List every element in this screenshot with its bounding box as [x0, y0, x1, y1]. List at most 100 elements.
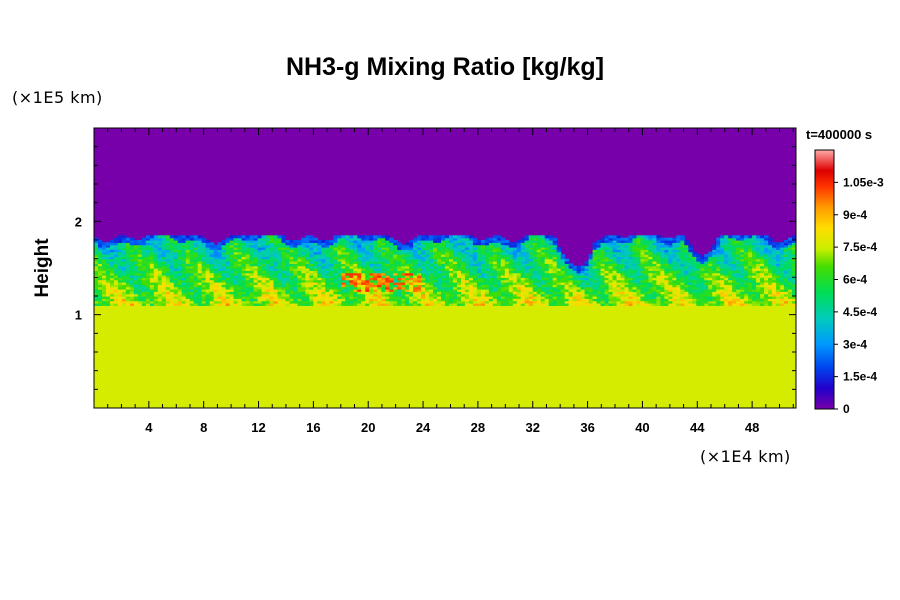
field-cell [285, 296, 291, 299]
field-cell [209, 265, 215, 269]
field-cell [309, 270, 314, 274]
field-cell [748, 275, 753, 278]
field-cell [576, 282, 582, 285]
field-cell [261, 247, 267, 250]
field-cell [301, 261, 306, 264]
field-cell [672, 279, 677, 283]
field-cell [628, 289, 634, 292]
field-cell [488, 240, 494, 243]
field-cell [684, 279, 689, 283]
field-cell [632, 242, 638, 246]
field-cell [688, 298, 693, 302]
field-cell [484, 247, 490, 250]
field-cell [341, 247, 346, 250]
field-cell [716, 298, 721, 302]
field-cell [764, 256, 769, 260]
field-cell [433, 293, 438, 297]
field-cell [496, 286, 502, 290]
field-cell [728, 272, 733, 276]
field-cell [632, 237, 638, 241]
field-cell [756, 263, 761, 267]
field-cell [764, 303, 769, 306]
field-cell [225, 293, 231, 297]
field-cell [385, 279, 390, 283]
field-cell [608, 247, 614, 250]
field-cell [409, 282, 414, 285]
field-cell [313, 268, 318, 271]
field-cell [640, 293, 646, 297]
field-cell [297, 268, 303, 271]
field-cell [756, 261, 761, 264]
field-cell [508, 251, 514, 255]
field-cell [181, 279, 187, 283]
field-cell [760, 293, 765, 297]
field-cell [616, 293, 622, 297]
field-cell [484, 249, 490, 253]
field-cell [556, 303, 562, 306]
field-cell [361, 247, 366, 250]
field-cell [121, 249, 127, 253]
field-cell [321, 249, 326, 253]
field-cell [760, 235, 765, 239]
field-cell [429, 284, 434, 288]
field-cell [381, 268, 386, 271]
field-cell [345, 268, 350, 271]
field-cell [612, 296, 618, 299]
field-cell [500, 263, 506, 267]
field-cell [472, 284, 478, 288]
field-cell [373, 256, 378, 260]
field-cell [121, 256, 127, 260]
field-cell [536, 289, 542, 292]
field-cell [329, 244, 334, 248]
field-cell [125, 237, 131, 241]
field-cell [313, 298, 318, 302]
field-cell [337, 265, 342, 269]
field-cell [401, 289, 406, 292]
field-cell [97, 240, 103, 243]
field-cell [604, 237, 610, 241]
field-cell [345, 284, 350, 288]
field-cell [145, 254, 151, 257]
field-cell [576, 270, 582, 274]
field-cell [213, 293, 219, 297]
field-cell [736, 265, 741, 269]
field-cell [117, 272, 123, 276]
field-cell [237, 300, 243, 304]
field-cell [149, 286, 155, 290]
field-cell [524, 265, 530, 269]
field-cell [157, 272, 163, 276]
field-cell [740, 270, 745, 274]
field-cell [285, 247, 291, 250]
field-cell [165, 265, 171, 269]
field-cell [452, 277, 458, 281]
field-cell [780, 251, 785, 255]
field-cell [748, 303, 753, 306]
field-cell [173, 256, 179, 260]
field-cell [556, 293, 562, 297]
field-cell [233, 235, 239, 239]
field-cell [604, 249, 610, 253]
field-cell [245, 298, 251, 302]
field-cell [472, 242, 478, 246]
field-cell [732, 242, 737, 246]
field-cell [600, 279, 606, 283]
field-cell [405, 258, 410, 262]
field-cell [94, 261, 99, 264]
field-cell [760, 282, 765, 285]
field-cell [309, 300, 314, 304]
field-cell [385, 275, 390, 278]
field-cell [532, 240, 538, 243]
field-cell [429, 300, 434, 304]
field-cell [724, 296, 729, 299]
field-cell [492, 303, 498, 306]
field-cell [253, 296, 259, 299]
field-cell [277, 293, 283, 297]
field-cell [468, 258, 474, 262]
field-cell [213, 286, 219, 290]
field-cell [261, 261, 267, 264]
field-cell [488, 272, 494, 276]
field-cell [285, 263, 291, 267]
field-cell [125, 293, 131, 297]
field-cell [205, 296, 211, 299]
field-cell [724, 277, 729, 281]
